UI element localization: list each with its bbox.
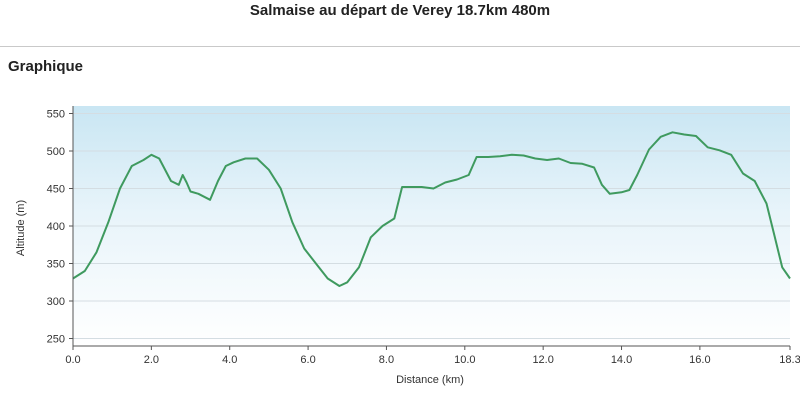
x-tick-label: 6.0 (300, 354, 315, 366)
y-axis-label: Altitude (m) (15, 200, 27, 256)
page-title: Salmaise au départ de Verey 18.7km 480m (249, 2, 551, 19)
y-tick-label: 450 (47, 184, 65, 196)
y-tick-label: 350 (47, 259, 65, 271)
x-tick-label: 4.0 (222, 354, 237, 366)
x-axis-label: Distance (km) (396, 374, 464, 386)
elevation-line (72, 131, 791, 287)
y-tick-label: 300 (47, 296, 65, 308)
y-tick-label: 550 (47, 109, 65, 121)
x-tick-label: 2.0 (144, 354, 159, 366)
x-tick-label: 16.0 (689, 354, 710, 366)
x-tick-label: 18.3 (779, 354, 800, 366)
x-tick-label: 10.0 (454, 354, 475, 366)
x-tick-label: 8.0 (379, 354, 394, 366)
divider (0, 46, 800, 47)
x-tick-label: 0.0 (65, 354, 80, 366)
x-tick-label: 14.0 (611, 354, 632, 366)
y-tick-label: 250 (47, 334, 65, 346)
x-tick-label: 12.0 (532, 354, 553, 366)
section-heading: Graphique (8, 58, 84, 75)
y-tick-label: 400 (47, 221, 65, 233)
y-tick-label: 500 (47, 146, 65, 158)
